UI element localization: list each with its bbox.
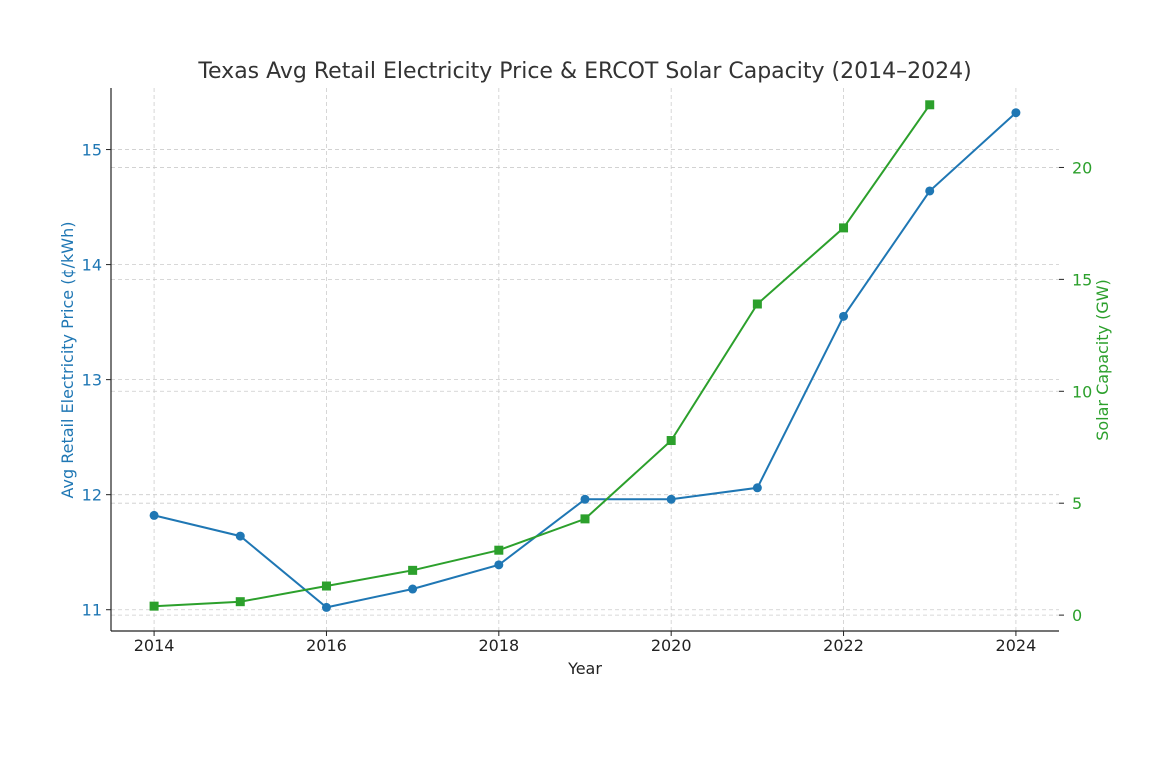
data-point-solar [321,581,331,591]
data-point-solar [149,601,159,611]
data-point-price [666,494,676,504]
data-point-solar [494,545,504,555]
y-left-tick-label: 12 [82,486,102,505]
series-line-solar [154,104,931,608]
data-point-solar [580,514,590,524]
data-point-price [321,602,331,612]
data-point-price [839,311,849,321]
chart-title: Texas Avg Retail Electricity Price & ERC… [197,59,971,84]
y-right-tick-label: 5 [1072,494,1082,513]
data-point-price [494,560,504,570]
data-point-price [235,531,245,541]
x-tick-label: 2018 [478,636,519,655]
y-left-tick-label: 15 [82,141,102,160]
data-point-price [1011,108,1021,118]
data-point-price [925,186,935,196]
x-tick-label: 2022 [823,636,864,655]
data-point-solar [235,597,245,607]
y-left-tick-label: 14 [82,256,102,275]
series-layer [149,100,1021,612]
y-right-tick-label: 15 [1072,270,1092,289]
x-tick-label: 2014 [134,636,175,655]
data-point-solar [752,299,762,309]
x-tick-label: 2016 [306,636,347,655]
x-tick-label: 2020 [651,636,692,655]
data-point-solar [666,436,676,446]
y-right-tick-label: 10 [1072,382,1092,401]
data-point-solar [925,100,935,110]
axes [106,88,1064,636]
y-right-tick-label: 0 [1072,606,1082,625]
y-axis-right-label: Solar Capacity (GW) [1093,279,1112,441]
data-point-price [580,494,590,504]
x-tick-label: 2024 [996,636,1037,655]
data-point-price [408,584,418,594]
data-point-price [149,510,159,520]
y-right-tick-label: 20 [1072,158,1092,177]
grid [111,88,1059,631]
y-left-tick-label: 11 [82,601,102,620]
y-axis-left-label: Avg Retail Electricity Price (¢/kWh) [58,222,77,499]
x-axis-label: Year [567,659,602,678]
data-point-price [752,483,762,493]
data-point-solar [839,223,849,233]
series-line-price [153,111,1017,609]
tick-labels: 2014 2016 2018 2020 2022 2024 11 12 13 14 15 0 5 10 15… [82,141,1093,655]
y-left-tick-label: 13 [82,371,102,390]
data-point-solar [408,565,418,575]
